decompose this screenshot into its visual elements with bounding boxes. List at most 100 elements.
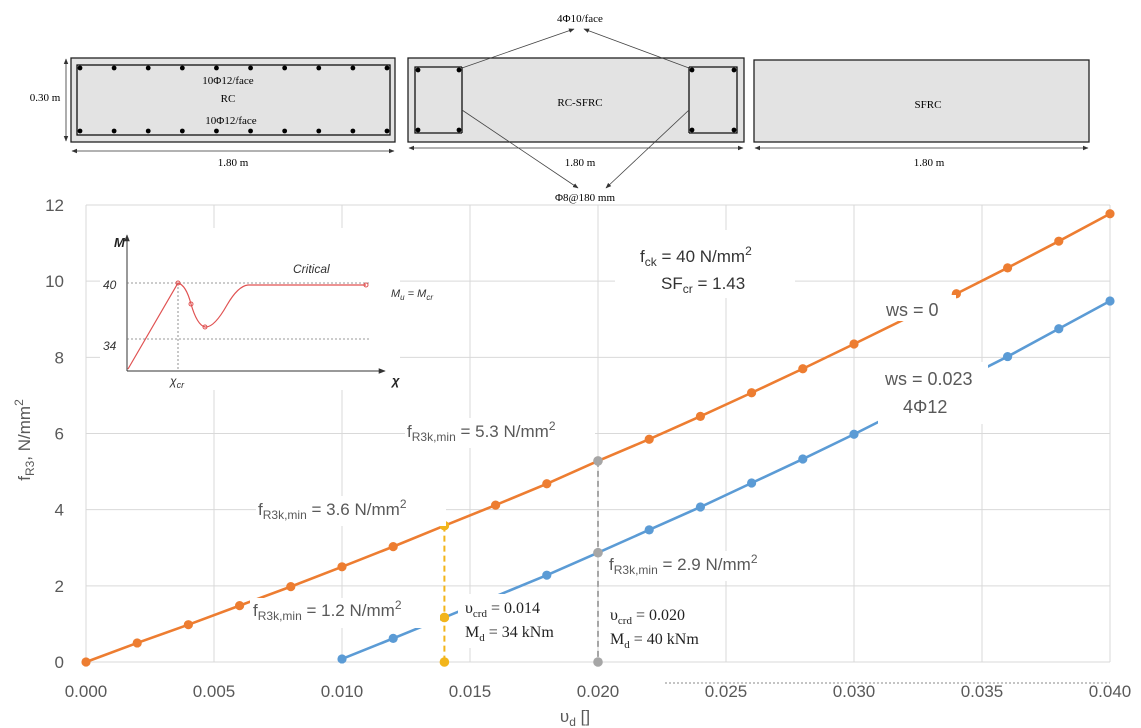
data-point [235, 601, 245, 611]
rebar-bottom [77, 128, 83, 134]
section-rc-outline [70, 57, 396, 143]
inset-critical-curve [127, 282, 366, 370]
section-rc-sfrc-right-stirrup [688, 66, 738, 134]
data-point [798, 364, 808, 374]
data-point [337, 654, 347, 664]
legend-ws0: ws = 0 [885, 300, 939, 320]
inset-xcr-label: χcr [169, 374, 185, 390]
data-point [1003, 351, 1013, 362]
rebar-top [384, 65, 390, 71]
x-tick-label: 0.015 [449, 682, 492, 701]
y-tick-label: 12 [45, 196, 64, 215]
ws023-label-background [878, 362, 988, 424]
y-tick-label: 2 [55, 577, 64, 596]
data-point [542, 570, 552, 580]
md-34-label: Md = 34 kNm [465, 624, 554, 644]
data-point [1054, 236, 1064, 246]
inset-moment-curvature: M χ 40 34 χcr Critical Mu = Mcr [100, 228, 433, 390]
rebar-top [350, 65, 356, 71]
highlight-point [593, 657, 603, 667]
section-rc-width: 1.80 m [218, 157, 249, 169]
section-rc-stirrup [76, 64, 391, 136]
data-point [695, 502, 706, 512]
x-tick-label: 0.040 [1089, 682, 1132, 701]
x-tick-label: 0.020 [577, 682, 620, 701]
section-sfrc-label: SFRC [915, 99, 942, 111]
data-point [747, 388, 757, 398]
data-point [542, 479, 552, 489]
data-point [183, 620, 193, 630]
f53-background [405, 418, 595, 448]
inset-curve-point [363, 282, 369, 288]
y-tick-label: 8 [55, 348, 64, 367]
inset-y-34: 34 [103, 339, 117, 353]
cross-sections: 10Φ12/face RC 10Φ12/face 0.30 m 1.80 m [30, 13, 1090, 204]
section-rc: 10Φ12/face RC 10Φ12/face 0.30 m 1.80 m [30, 57, 396, 169]
section-rc-sfrc-top-callout: 4Φ10/face [557, 13, 603, 25]
section-rc-sfrc: RC-SFRC 1.80 m 4Φ10/face Φ8@180 mm [407, 13, 745, 204]
inset-y-40: 40 [103, 278, 117, 292]
sfcr-label: SFcr = 1.43 [661, 274, 745, 296]
guide-lines [443, 460, 599, 662]
fr3k-3-6-label: fR3k,min = 3.6 N/mm2 [258, 497, 407, 522]
chart-tick-labels: 0.000 0.005 0.010 0.015 0.020 0.025 0.030 0.035… [45, 196, 1131, 701]
fck-label: fck = 40 N/mm2 [640, 244, 752, 269]
data-point [388, 633, 398, 643]
rebar-bottom [282, 128, 288, 134]
section-rc-height: 0.30 m [30, 92, 61, 104]
x-tick-label: 0.025 [705, 682, 748, 701]
legend-ws023: ws = 0.023 [884, 369, 973, 389]
data-point [286, 581, 296, 592]
x-tick-label: 0.000 [65, 682, 108, 701]
rebar-top [282, 65, 288, 71]
data-point [388, 542, 398, 552]
data-point [644, 434, 654, 444]
inset-curve-point [175, 280, 181, 286]
fck-annotation-background [615, 230, 795, 298]
section-rc-bars [77, 65, 390, 134]
rebar-top [179, 65, 185, 71]
inset-curve-point [202, 324, 208, 330]
x-axis-title: υd [] [560, 707, 590, 728]
x-tick-label: 0.030 [833, 682, 876, 701]
f29-background [606, 551, 796, 581]
data-point [798, 454, 808, 464]
section-rc-label: RC [221, 93, 236, 105]
section-rc-top-reinf: 10Φ12/face [202, 75, 254, 87]
y-tick-label: 0 [55, 653, 64, 672]
rebar-top [316, 65, 322, 71]
data-point [1105, 296, 1115, 306]
data-point [644, 525, 654, 535]
section-rc-sfrc-bottom-callout: Φ8@180 mm [555, 192, 615, 204]
rebar-top [111, 65, 117, 71]
data-point [337, 562, 347, 572]
inset-x-label: χ [390, 373, 400, 388]
chart: 0.000 0.005 0.010 0.015 0.020 0.025 0.030 0.035… [12, 196, 1131, 728]
chart-annotations: fck = 40 N/mm2 SFcr = 1.43 ws = 0 ws = 0… [250, 244, 988, 654]
rebar-bottom [145, 128, 151, 134]
section-sfrc: SFRC 1.80 m [753, 59, 1090, 169]
section-rc-bottom-reinf: 10Φ12/face [205, 115, 257, 127]
section-rc-sfrc-left-stirrup [414, 66, 463, 134]
fr3k-5-3-label: fR3k,min = 5.3 N/mm2 [407, 419, 556, 444]
data-point [1054, 324, 1064, 334]
rebar-top [214, 65, 219, 71]
rebar-bottom [248, 128, 253, 134]
vcrd-014-background [458, 594, 568, 648]
data-point [1105, 209, 1115, 219]
f12-background [250, 598, 440, 628]
callout-arrow-bottom-right [605, 109, 690, 189]
data-point [491, 500, 501, 510]
data-point [747, 478, 757, 488]
md-40-label: Md = 40 kNm [610, 631, 699, 651]
x-tick-label: 0.010 [321, 682, 364, 701]
y-tick-label: 4 [55, 501, 64, 520]
inset-critical-label: Critical [293, 262, 330, 276]
rebar-bottom [111, 128, 117, 134]
highlight-point [593, 456, 603, 466]
rebar-top [248, 65, 253, 71]
highlight-point [593, 547, 603, 558]
highlight-point [439, 612, 450, 623]
fr3k-2-9-label: fR3k,min = 2.9 N/mm2 [609, 552, 758, 577]
